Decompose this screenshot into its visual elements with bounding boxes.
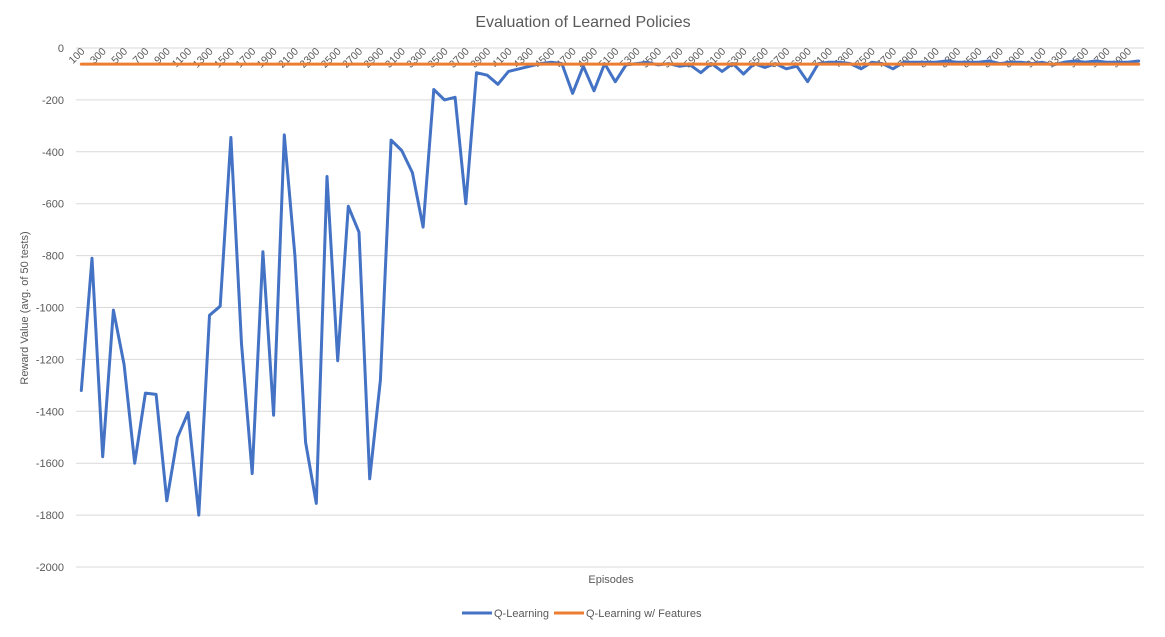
series-lines: [79, 59, 1141, 517]
y-axis-label: Reward Value (avg. of 50 tests): [19, 231, 31, 384]
x-tick-label: 2300: [297, 46, 322, 71]
x-tick-label: 8900: [1002, 46, 1027, 71]
y-tick-label: -1800: [36, 510, 64, 522]
x-tick-label: 2100: [276, 46, 301, 71]
x-tick-label: 5300: [618, 46, 643, 71]
x-axis-label: Episodes: [588, 574, 634, 586]
gridlines: [76, 47, 1144, 568]
x-tick-label: 5500: [639, 46, 664, 71]
x-tick-label: 1700: [233, 46, 258, 71]
y-tick-label: -1000: [36, 303, 64, 315]
x-tick-label: 2700: [340, 46, 365, 71]
x-tick-label: 8100: [917, 46, 942, 71]
y-tick-label: 0: [58, 43, 64, 55]
x-tick-label: 8700: [981, 46, 1006, 71]
x-tick-label: 3100: [383, 46, 408, 71]
x-tick-label: 9700: [1088, 46, 1113, 71]
y-tick-label: -600: [42, 199, 64, 211]
x-tick-label: 2500: [319, 46, 344, 71]
x-tick-label: 4500: [532, 46, 557, 71]
x-tick-label: 9100: [1024, 46, 1049, 71]
x-tick-label: 7900: [895, 46, 920, 71]
x-tick-label: 7100: [810, 46, 835, 71]
x-tick-label: 1500: [212, 46, 237, 71]
y-tick-label: -1600: [36, 458, 64, 470]
x-tick-label: 8500: [960, 46, 985, 71]
x-tick-label: 1100: [170, 46, 195, 71]
x-tick-label: 2900: [361, 46, 386, 71]
x-tick-label: 7300: [831, 46, 856, 71]
y-tick-label: -800: [42, 251, 64, 263]
y-tick-label: -2000: [36, 562, 64, 574]
y-axis-tick-labels: 0 -200 -400 -600 -800 -1000 -1200 -1400 -1600 -18…: [36, 43, 64, 574]
x-tick-label: 1300: [191, 46, 216, 71]
x-tick-label: 4700: [554, 46, 579, 71]
y-tick-label: -1400: [36, 406, 64, 418]
x-tick-label: 8300: [938, 46, 963, 71]
legend-label: Q-Learning w/ Features: [586, 608, 702, 620]
x-tick-label: 3900: [468, 46, 493, 71]
x-tick-label: 4100: [490, 46, 515, 71]
x-tick-label: 3700: [447, 46, 472, 71]
y-tick-label: -400: [42, 147, 64, 159]
legend-label: Q-Learning: [494, 608, 549, 620]
x-tick-label: 9900: [1109, 46, 1134, 71]
legend: Q-Learning Q-Learning w/ Features: [462, 608, 702, 620]
x-tick-label: 3500: [426, 46, 451, 71]
x-tick-label: 9300: [1045, 46, 1070, 71]
chart-title: Evaluation of Learned Policies: [475, 14, 690, 31]
x-axis-tick-labels: 100 300 500 700 9001100130015001700190021002…: [67, 46, 1135, 71]
x-tick-label: 1900: [255, 46, 280, 71]
y-tick-label: -200: [42, 95, 64, 107]
x-tick-label: 3300: [404, 46, 429, 71]
series-line: [79, 59, 1141, 517]
y-tick-label: -1200: [36, 354, 64, 366]
x-tick-label: 9500: [1066, 46, 1091, 71]
x-tick-label: 4900: [575, 46, 600, 71]
x-tick-label: 5100: [596, 46, 621, 71]
